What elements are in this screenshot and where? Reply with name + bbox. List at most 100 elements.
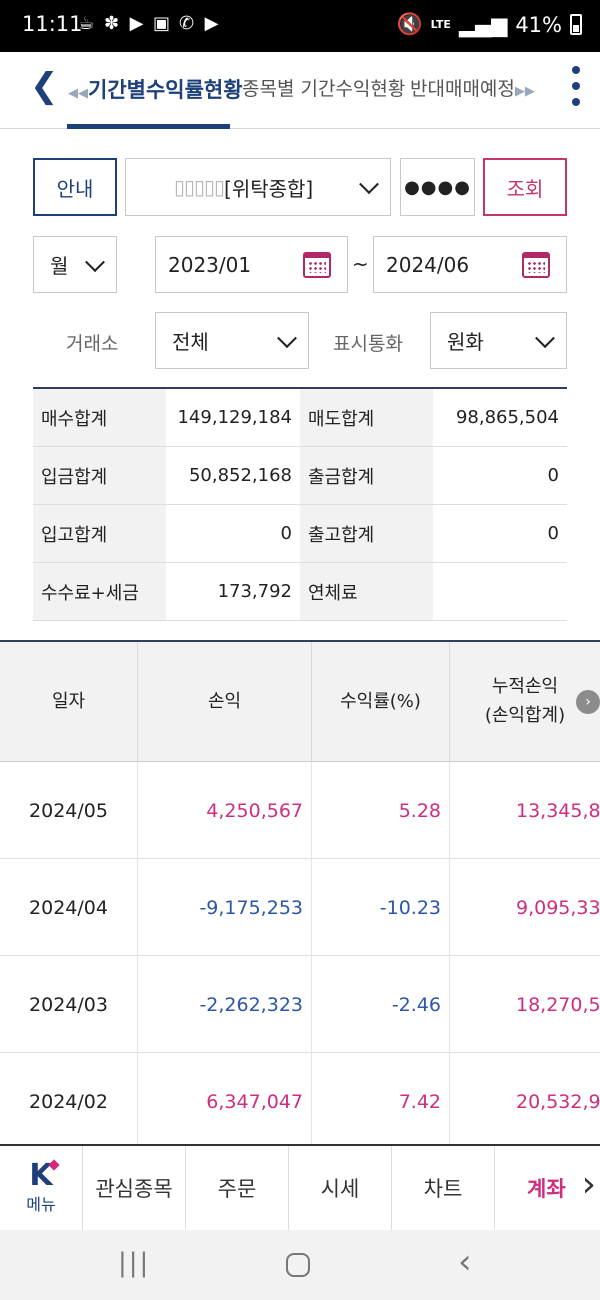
row-cumulative: 18,270,58 [450,956,600,1053]
period-select[interactable]: 월 [33,236,117,293]
currency-label: 표시통화 [333,333,403,355]
col-date: 일자 [0,642,138,762]
summary-value: 0 [280,523,292,544]
summary-value: 50,852,168 [188,465,292,486]
menu-button[interactable]: K 메뉴 [0,1146,83,1230]
summary-row: 매수합계 149,129,184 매도합계 98,865,504 [33,389,567,447]
call-icon: ✆ [178,13,195,34]
start-date-field[interactable]: 2023/01 [155,236,348,293]
menu-order[interactable]: 주문 [186,1146,289,1230]
tab-period-return[interactable]: ◀◀기간별수익률현황 [68,74,243,104]
bowl-icon: ☕ [78,13,95,34]
period-value: 월 [50,254,69,278]
summary-header: 입고합계 [33,505,166,562]
chevron-down-icon [535,327,555,348]
calendar-icon[interactable] [303,252,331,278]
row-rate: 7.42 [312,1053,450,1144]
row-rate: 5.28 [312,762,450,859]
account-type: [위탁종합] [224,176,314,201]
lte-icon: LTE [430,17,451,31]
account-select[interactable]: ▯▯▯▯▯ [위탁종합] [125,158,391,216]
row-pnl: 6,347,047 [138,1053,312,1144]
tab-label: 반대매매예정 [410,78,515,100]
menu-watchlist[interactable]: 관심종목 [83,1146,186,1230]
tab-label: 기간별수익률현황 [88,78,243,102]
k-logo-icon: K [29,1158,53,1193]
row-date: 2024/02 [0,1053,138,1144]
status-bar: 11:11 ☕ ✽ ▶ ▣ ✆ ▶ 🔇 LTE ▂▄▆ 41% [0,0,600,52]
row-pnl: -2,262,323 [138,956,312,1053]
col-cumulative: 누적손익 (손익합계) [450,642,600,762]
summary-header: 출금합계 [300,447,433,504]
bottom-menu: K 메뉴 관심종목 주문 시세 차트 계좌 › [0,1144,600,1230]
chevron-down-icon [85,251,105,272]
calendar-icon[interactable] [522,252,550,278]
scroll-left-icon: ◀◀ [68,86,88,101]
currency-value: 원화 [447,330,484,354]
end-date-value: 2024/06 [386,252,470,277]
chevron-down-icon [359,174,379,195]
row-pnl: -9,175,253 [138,859,312,956]
row-cumulative: 13,345,89 [450,762,600,859]
col-cumulative-sub: (손익합계) [484,705,566,726]
more-vert-icon[interactable] [568,66,584,106]
query-button[interactable]: 조회 [483,158,567,216]
summary-header: 출고합계 [300,505,433,562]
currency-select[interactable]: 원화 [430,312,567,369]
summary-value [433,563,567,620]
tab-stock-period[interactable]: 종목별 기간수익현황 [242,78,406,100]
scroll-right-icon: ▶▶ [514,84,535,99]
guide-button[interactable]: 안내 [33,158,117,216]
exchange-label: 거래소 [66,333,119,355]
result-grid[interactable]: 일자 손익 수익률(%) 누적손익 (손익합계) › 2024/05 4,250… [0,640,600,1144]
end-date-field[interactable]: 2024/06 [373,236,567,293]
back-chevron-icon[interactable]: ❮ [30,66,59,106]
summary-table: 매수합계 149,129,184 매도합계 98,865,504 입금합계 50… [33,387,567,621]
summary-value: 0 [547,523,559,544]
table-row[interactable]: 2024/02 6,347,047 7.42 20,532,90 [0,1053,600,1144]
exchange-value: 전체 [172,330,209,354]
summary-value: 173,792 [217,581,292,602]
col-cumulative-title: 누적손익 [491,676,559,698]
flower-icon: ✽ [103,13,120,34]
summary-row: 입금합계 50,852,168 출금합계 0 [33,447,567,505]
active-tab-indicator [67,124,230,129]
summary-row: 입고합계 0 출고합계 0 [33,505,567,563]
tab-forced-sale[interactable]: 반대매매예정▶▶ [410,74,535,101]
table-row[interactable]: 2024/04 -9,175,253 -10.23 9,095,33 [0,859,600,956]
mute-icon: 🔇 [396,12,423,36]
status-time: 11:11 [22,12,83,36]
row-cumulative: 20,532,90 [450,1053,600,1144]
menu-chart[interactable]: 차트 [392,1146,495,1230]
menu-label: 메뉴 [26,1195,56,1214]
summary-value: 0 [547,465,559,486]
summary-header: 매도합계 [300,389,433,446]
summary-value: 149,129,184 [177,407,292,428]
password-field[interactable]: ●●●● [400,158,475,216]
video-icon: ▶ [129,13,144,34]
recent-apps-icon[interactable]: ||| [118,1248,151,1278]
row-date: 2024/04 [0,859,138,956]
system-nav-bar: ||| ‹ [0,1230,600,1300]
battery-icon [570,14,582,35]
table-row[interactable]: 2024/05 4,250,567 5.28 13,345,89 [0,762,600,859]
row-date: 2024/05 [0,762,138,859]
notification-icons: ☕ ✽ ▶ ▣ ✆ ▶ [76,13,222,34]
grid-header: 일자 손익 수익률(%) 누적손익 (손익합계) › [0,642,600,762]
signal-icon: ▂▄▆ [458,12,508,37]
summary-header: 매수합계 [33,389,166,446]
summary-value: 98,865,504 [455,407,559,428]
row-cumulative: 9,095,33 [450,859,600,956]
system-icons: 🔇 LTE ▂▄▆ 41% [396,12,582,37]
chevron-right-icon[interactable]: › [581,1164,596,1205]
summary-header: 입금합계 [33,447,166,504]
home-icon[interactable] [286,1253,310,1277]
scroll-right-icon[interactable]: › [576,690,600,714]
back-icon[interactable]: ‹ [458,1242,472,1282]
table-row[interactable]: 2024/03 -2,262,323 -2.46 18,270,58 [0,956,600,1053]
row-pnl: 4,250,567 [138,762,312,859]
summary-header: 연체료 [300,563,433,620]
menu-quote[interactable]: 시세 [289,1146,392,1230]
exchange-select[interactable]: 전체 [155,312,309,369]
menu-account[interactable]: 계좌 [527,1177,566,1201]
